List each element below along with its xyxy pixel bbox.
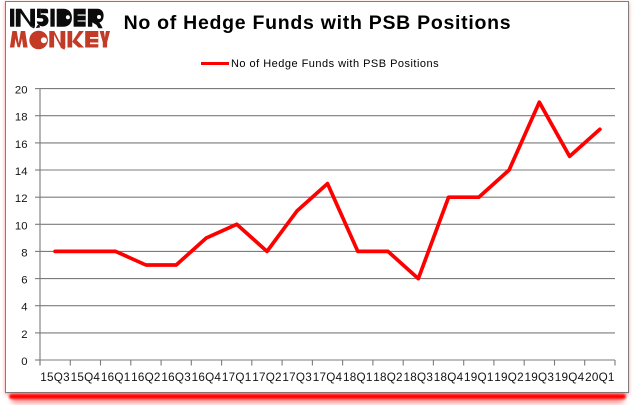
- svg-text:4: 4: [21, 302, 27, 314]
- svg-text:20Q1: 20Q1: [585, 371, 615, 384]
- svg-text:10: 10: [15, 220, 28, 232]
- svg-text:16Q2: 16Q2: [131, 371, 161, 384]
- svg-text:17Q2: 17Q2: [252, 371, 282, 384]
- svg-text:14: 14: [15, 166, 28, 178]
- svg-text:6: 6: [21, 275, 27, 287]
- svg-text:16Q1: 16Q1: [101, 371, 131, 384]
- svg-text:19Q1: 19Q1: [464, 371, 494, 384]
- svg-text:16: 16: [15, 139, 28, 151]
- svg-text:20: 20: [15, 85, 28, 97]
- svg-text:17Q1: 17Q1: [222, 371, 252, 384]
- svg-text:19Q4: 19Q4: [555, 371, 585, 384]
- svg-text:18Q1: 18Q1: [343, 371, 373, 384]
- svg-text:17Q3: 17Q3: [282, 371, 312, 384]
- svg-text:19Q3: 19Q3: [525, 371, 555, 384]
- svg-text:18Q4: 18Q4: [434, 371, 464, 384]
- svg-text:18: 18: [15, 112, 28, 124]
- svg-text:15Q3: 15Q3: [40, 371, 70, 384]
- svg-text:16Q3: 16Q3: [161, 371, 191, 384]
- svg-text:19Q2: 19Q2: [494, 371, 524, 384]
- svg-text:15Q4: 15Q4: [71, 371, 101, 384]
- svg-text:17Q4: 17Q4: [313, 371, 343, 384]
- svg-text:12: 12: [15, 193, 28, 205]
- svg-text:16Q4: 16Q4: [192, 371, 222, 384]
- svg-text:18Q2: 18Q2: [373, 371, 403, 384]
- svg-text:2: 2: [21, 329, 27, 341]
- svg-text:18Q3: 18Q3: [404, 371, 434, 384]
- svg-text:8: 8: [21, 247, 27, 259]
- svg-text:0: 0: [21, 356, 27, 368]
